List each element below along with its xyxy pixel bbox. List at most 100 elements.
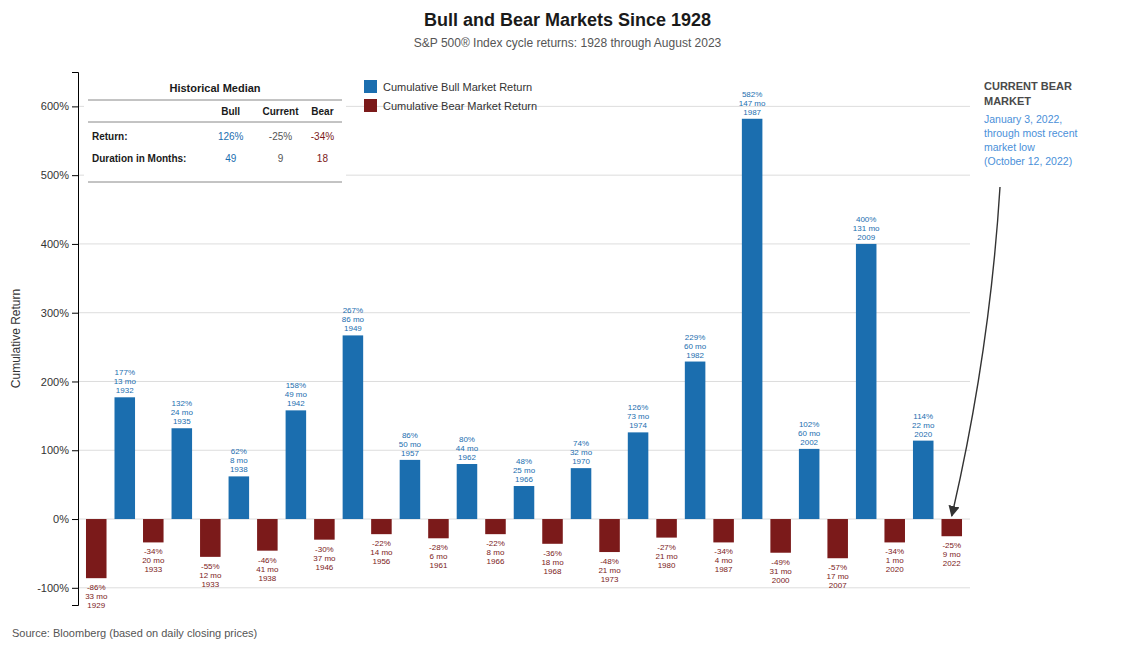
data-label: 49 mo: [285, 390, 308, 399]
table-rule: [88, 122, 342, 123]
data-label: -34%: [714, 547, 733, 556]
data-label: 114%: [913, 412, 933, 421]
data-label: 102%: [799, 420, 819, 429]
data-label: 14 mo: [370, 548, 393, 557]
bar: [941, 519, 962, 536]
bar: [742, 119, 763, 519]
data-label: 22 mo: [912, 421, 935, 430]
data-label: -48%: [600, 557, 619, 566]
data-label: 1957: [401, 449, 419, 458]
data-label: 2020: [914, 430, 932, 439]
data-label: 126%: [628, 403, 648, 412]
legend-swatch: [364, 99, 377, 112]
data-label: 158%: [286, 381, 306, 390]
table-cell: 18: [317, 153, 329, 164]
bar: [143, 519, 164, 542]
bar: [485, 519, 506, 534]
bar: [514, 486, 535, 519]
legend-label: Cumulative Bear Market Return: [383, 100, 537, 112]
title: Bull and Bear Markets Since 1928: [424, 10, 711, 30]
data-label: 8 mo: [230, 456, 248, 465]
data-label: 1970: [572, 457, 590, 466]
bar: [685, 362, 706, 519]
data-label: -34%: [885, 547, 904, 556]
table-background: [84, 76, 346, 188]
table-cell: 49: [225, 153, 237, 164]
data-label: 1987: [743, 108, 761, 117]
data-label: 1949: [344, 324, 362, 333]
bar: [628, 432, 649, 519]
data-label: 1961: [430, 561, 448, 570]
data-label: 132%: [172, 399, 192, 408]
data-label: 60 mo: [798, 429, 821, 438]
table-title: Historical Median: [169, 82, 260, 94]
data-label: -25%: [942, 541, 961, 550]
bar: [229, 476, 250, 519]
data-label: 20 mo: [142, 556, 165, 565]
data-label: -27%: [657, 543, 676, 552]
y-tick-mark: [72, 106, 78, 107]
annotation-text: market low: [984, 141, 1035, 153]
y-tick-label: 600%: [41, 100, 69, 112]
data-label: 1987: [715, 565, 733, 574]
bar: [457, 464, 478, 519]
bar: [599, 519, 620, 552]
bar: [314, 519, 335, 540]
bar: [571, 468, 592, 519]
data-label: 37 mo: [313, 554, 336, 563]
data-label: -46%: [258, 556, 277, 565]
data-label: -28%: [429, 543, 448, 552]
data-label: 6 mo: [430, 552, 448, 561]
y-tick: 300%: [41, 307, 78, 319]
bar: [884, 519, 905, 542]
data-label: 582%: [742, 90, 762, 99]
data-label: 8 mo: [487, 548, 505, 557]
y-axis-title: Cumulative Return: [9, 289, 23, 388]
data-label: 229%: [685, 333, 705, 342]
annotation-text: (October 12, 2022): [984, 155, 1072, 167]
y-tick: 400%: [41, 238, 78, 250]
data-label: 1 mo: [886, 556, 904, 565]
bar: [371, 519, 392, 534]
y-tick-mark: [72, 381, 78, 382]
bar: [799, 449, 820, 519]
data-label: 2002: [800, 438, 818, 447]
data-label: 41 mo: [256, 565, 279, 574]
data-label: 33 mo: [85, 592, 108, 601]
data-label: 80%: [459, 435, 475, 444]
bar: [542, 519, 563, 544]
data-label: 32 mo: [570, 448, 593, 457]
data-label: 44 mo: [456, 444, 479, 453]
data-label: 1933: [201, 580, 219, 589]
data-label: 267%: [343, 306, 363, 315]
y-tick: 0%: [53, 513, 78, 525]
data-label: 24 mo: [171, 408, 194, 417]
chart: Bull and Bear Markets Since 1928S&P 500®…: [0, 0, 1135, 647]
data-label: -57%: [828, 563, 847, 572]
y-tick: 100%: [41, 444, 78, 456]
table-cell: -25%: [269, 131, 292, 142]
annotation-title: MARKET: [984, 95, 1031, 107]
data-label: 1938: [258, 574, 276, 583]
data-label: 48%: [516, 457, 532, 466]
data-label: 21 mo: [655, 552, 678, 561]
data-label: 1973: [601, 575, 619, 584]
data-label: 86 mo: [342, 315, 365, 324]
bar: [656, 519, 677, 538]
data-label: 2000: [772, 576, 790, 585]
bar: [713, 519, 734, 542]
data-label: 25 mo: [513, 466, 536, 475]
bar: [86, 519, 107, 578]
data-label: 131 mo: [853, 224, 880, 233]
data-label: 177%: [115, 368, 135, 377]
table-cell: 9: [278, 153, 284, 164]
data-label: 74%: [573, 439, 589, 448]
data-label: 1982: [686, 351, 704, 360]
table-row-label: Return:: [92, 131, 128, 142]
y-axis: -100%0%100%200%300%400%500%600%: [37, 73, 78, 606]
data-label: 86%: [402, 431, 418, 440]
legend-label: Cumulative Bull Market Return: [383, 81, 532, 93]
data-label: -22%: [372, 539, 391, 548]
y-tick: 200%: [41, 376, 78, 388]
table-rule: [88, 100, 342, 101]
